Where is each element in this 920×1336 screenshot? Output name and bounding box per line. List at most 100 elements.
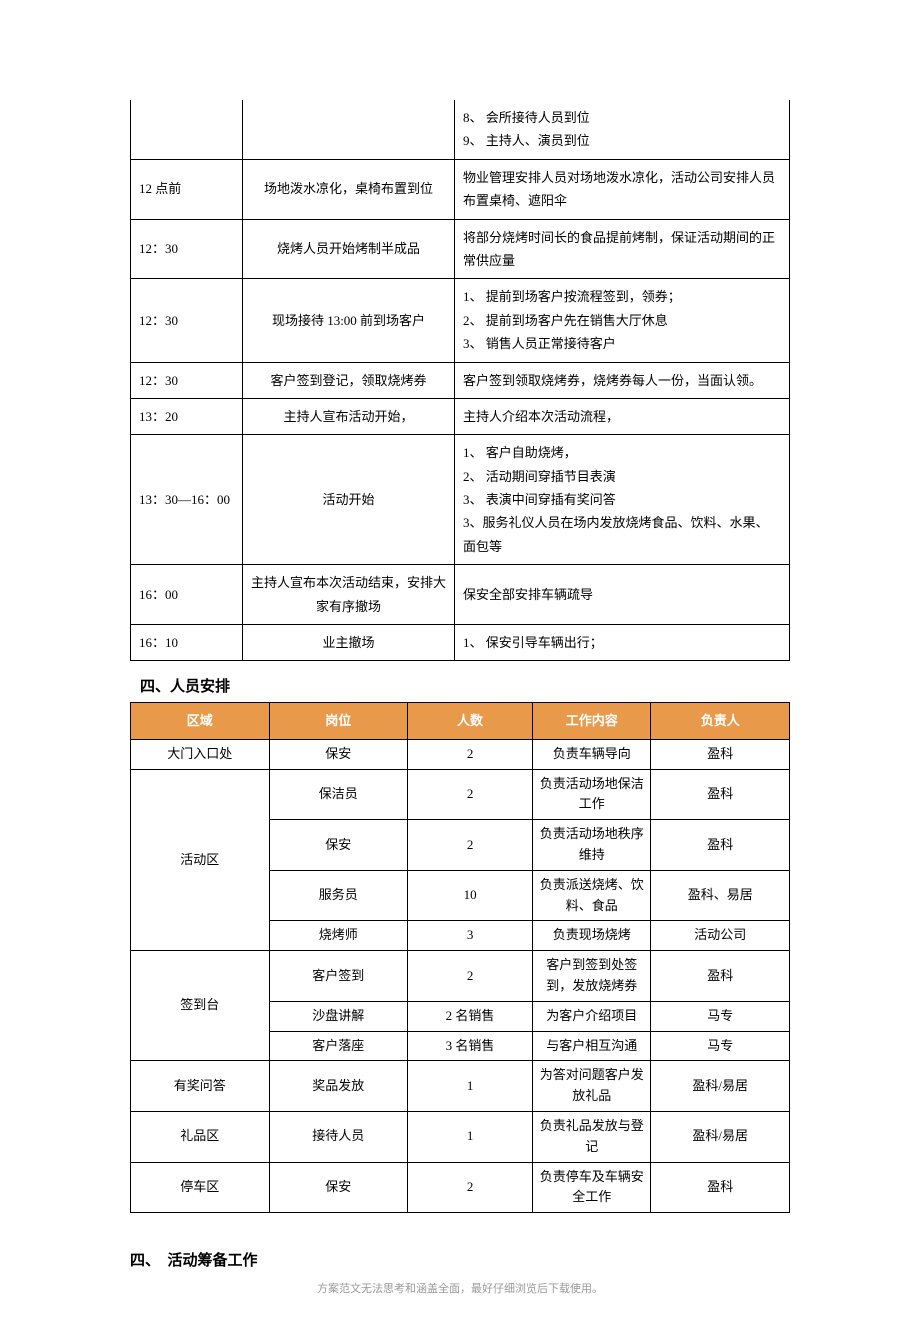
schedule-time-cell: 12：30 (131, 362, 243, 398)
staff-count-cell: 1 (408, 1061, 533, 1112)
staff-row: 签到台客户签到2客户到签到处签到，发放烧烤券盈科 (131, 951, 790, 1002)
schedule-detail-cell: 物业管理安排人员对场地泼水凉化，活动公司安排人员布置桌椅、遮阳伞 (455, 159, 790, 219)
staff-owner-cell: 活动公司 (651, 921, 790, 951)
staff-area-cell: 停车区 (131, 1162, 270, 1213)
staff-area-cell: 活动区 (131, 769, 270, 951)
staff-row: 停车区保安2负责停车及车辆安全工作盈科 (131, 1162, 790, 1213)
staff-role-cell: 烧烤师 (269, 921, 408, 951)
staff-work-cell: 负责礼品发放与登记 (533, 1111, 651, 1162)
schedule-task-cell: 烧烤人员开始烤制半成品 (243, 219, 455, 279)
schedule-detail-cell: 客户签到领取烧烤券，烧烤券每人一份，当面认领。 (455, 362, 790, 398)
detail-item: 8、 会所接待人员到位 (463, 106, 781, 129)
staff-work-cell: 为答对问题客户发放礼品 (533, 1061, 651, 1112)
staff-role-cell: 保安 (269, 739, 408, 769)
staff-work-cell: 负责停车及车辆安全工作 (533, 1162, 651, 1213)
staff-area-cell: 礼品区 (131, 1111, 270, 1162)
schedule-row: 12：30客户签到登记，领取烧烤券客户签到领取烧烤券，烧烤券每人一份，当面认领。 (131, 362, 790, 398)
schedule-row: 12：30现场接待 13:00 前到场客户1、 提前到场客户按流程签到，领券；2… (131, 279, 790, 362)
staff-header-row: 区域岗位人数工作内容负责人 (131, 703, 790, 739)
staff-count-cell: 2 (408, 820, 533, 871)
schedule-time-cell: 12：30 (131, 219, 243, 279)
staff-owner-cell: 马专 (651, 1001, 790, 1031)
staff-owner-cell: 盈科、易居 (651, 870, 790, 921)
schedule-time-cell: 13：20 (131, 398, 243, 434)
staff-area-cell: 签到台 (131, 951, 270, 1061)
schedule-row: 8、 会所接待人员到位9、 主持人、演员到位 (131, 100, 790, 159)
staff-owner-cell: 盈科 (651, 739, 790, 769)
staff-owner-cell: 马专 (651, 1031, 790, 1061)
detail-item: 3、 表演中间穿插有奖问答 (463, 488, 781, 511)
schedule-time-cell: 16：00 (131, 565, 243, 625)
schedule-table: 8、 会所接待人员到位9、 主持人、演员到位12 点前场地泼水凉化，桌椅布置到位… (130, 100, 790, 661)
staff-row: 有奖问答奖品发放1为答对问题客户发放礼品盈科/易居 (131, 1061, 790, 1112)
detail-item: 3、服务礼仪人员在场内发放烧烤食品、饮料、水果、面包等 (463, 511, 781, 558)
staff-count-cell: 2 (408, 769, 533, 820)
staff-header-cell: 区域 (131, 703, 270, 739)
staff-row: 大门入口处保安2负责车辆导向盈科 (131, 739, 790, 769)
schedule-row: 12：30烧烤人员开始烤制半成品将部分烧烤时间长的食品提前烤制，保证活动期间的正… (131, 219, 790, 279)
schedule-row: 13：30—16：00活动开始1、 客户自助烧烤，2、 活动期间穿插节目表演3、… (131, 435, 790, 565)
staff-count-cell: 3 名销售 (408, 1031, 533, 1061)
schedule-time-cell: 16：10 (131, 625, 243, 661)
staff-header-cell: 负责人 (651, 703, 790, 739)
schedule-row: 16：00主持人宣布本次活动结束，安排大家有序撤场保安全部安排车辆疏导 (131, 565, 790, 625)
staff-work-cell: 负责活动场地保洁工作 (533, 769, 651, 820)
page-container: 8、 会所接待人员到位9、 主持人、演员到位12 点前场地泼水凉化，桌椅布置到位… (0, 0, 920, 1336)
schedule-task-cell: 现场接待 13:00 前到场客户 (243, 279, 455, 362)
staff-count-cell: 3 (408, 921, 533, 951)
detail-item: 2、 活动期间穿插节目表演 (463, 465, 781, 488)
schedule-task-cell: 主持人宣布本次活动结束，安排大家有序撤场 (243, 565, 455, 625)
detail-item: 9、 主持人、演员到位 (463, 129, 781, 152)
schedule-row: 16：10业主撤场 1、 保安引导车辆出行； (131, 625, 790, 661)
staff-work-cell: 负责现场烧烤 (533, 921, 651, 951)
schedule-task-cell: 业主撤场 (243, 625, 455, 661)
staff-role-cell: 保安 (269, 820, 408, 871)
schedule-detail-cell: 8、 会所接待人员到位9、 主持人、演员到位 (455, 100, 790, 159)
schedule-time-cell: 13：30—16：00 (131, 435, 243, 565)
staff-area-cell: 有奖问答 (131, 1061, 270, 1112)
schedule-time-cell: 12 点前 (131, 159, 243, 219)
staff-role-cell: 客户落座 (269, 1031, 408, 1061)
staff-owner-cell: 盈科 (651, 820, 790, 871)
detail-item: 1、 客户自助烧烤， (463, 441, 781, 464)
schedule-task-cell: 活动开始 (243, 435, 455, 565)
staff-owner-cell: 盈科/易居 (651, 1061, 790, 1112)
staff-owner-cell: 盈科 (651, 951, 790, 1002)
schedule-time-cell: 12：30 (131, 279, 243, 362)
staff-role-cell: 客户签到 (269, 951, 408, 1002)
staff-row: 礼品区接待人员1负责礼品发放与登记盈科/易居 (131, 1111, 790, 1162)
staff-owner-cell: 盈科/易居 (651, 1111, 790, 1162)
staff-count-cell: 1 (408, 1111, 533, 1162)
heading-prep: 四、 活动筹备工作 (130, 1249, 790, 1270)
schedule-row: 13：20主持人宣布活动开始，主持人介绍本次活动流程， (131, 398, 790, 434)
detail-item: 3、 销售人员正常接待客户 (463, 332, 781, 355)
staff-role-cell: 保安 (269, 1162, 408, 1213)
staff-header-cell: 人数 (408, 703, 533, 739)
staff-work-cell: 负责车辆导向 (533, 739, 651, 769)
staff-owner-cell: 盈科 (651, 1162, 790, 1213)
staff-area-cell: 大门入口处 (131, 739, 270, 769)
staff-role-cell: 接待人员 (269, 1111, 408, 1162)
schedule-time-cell (131, 100, 243, 159)
staff-work-cell: 客户到签到处签到，发放烧烤券 (533, 951, 651, 1002)
footer-note: 方案范文无法思考和涵盖全面，最好仔细浏览后下载使用。 (0, 1280, 920, 1296)
staff-count-cell: 2 (408, 951, 533, 1002)
staff-owner-cell: 盈科 (651, 769, 790, 820)
schedule-task-cell: 主持人宣布活动开始， (243, 398, 455, 434)
schedule-detail-cell: 保安全部安排车辆疏导 (455, 565, 790, 625)
staff-count-cell: 2 (408, 739, 533, 769)
schedule-task-cell: 客户签到登记，领取烧烤券 (243, 362, 455, 398)
detail-item: 1、 保安引导车辆出行； (463, 631, 781, 654)
staff-work-cell: 负责派送烧烤、饮料、食品 (533, 870, 651, 921)
schedule-detail-cell: 主持人介绍本次活动流程， (455, 398, 790, 434)
staff-role-cell: 奖品发放 (269, 1061, 408, 1112)
detail-item: 2、 提前到场客户先在销售大厅休息 (463, 309, 781, 332)
schedule-detail-cell: 将部分烧烤时间长的食品提前烤制，保证活动期间的正常供应量 (455, 219, 790, 279)
staff-count-cell: 10 (408, 870, 533, 921)
staff-header-cell: 工作内容 (533, 703, 651, 739)
staff-role-cell: 沙盘讲解 (269, 1001, 408, 1031)
heading-staff: 四、人员安排 (140, 675, 790, 696)
schedule-row: 12 点前场地泼水凉化，桌椅布置到位物业管理安排人员对场地泼水凉化，活动公司安排… (131, 159, 790, 219)
schedule-task-cell (243, 100, 455, 159)
staff-count-cell: 2 名销售 (408, 1001, 533, 1031)
